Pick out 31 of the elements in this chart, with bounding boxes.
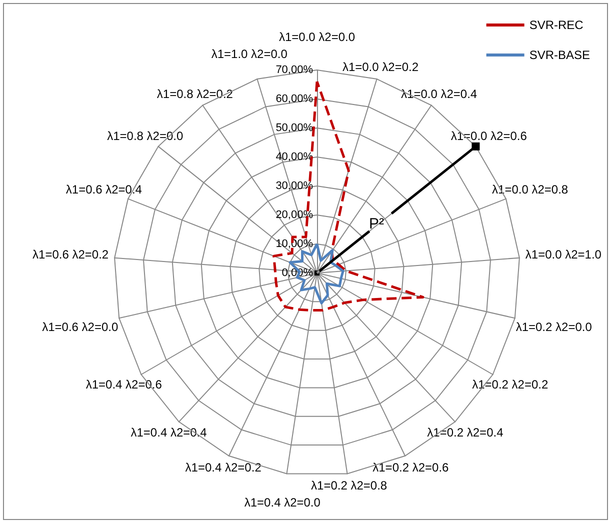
y-tick-label: 20,00% [276,209,314,221]
spoke-label: λ1=0.6 λ2=0.4 [66,182,142,196]
spoke-label: λ1=0.0 λ2=1.0 [525,248,602,262]
spoke-label: λ1=0.4 λ2=0.6 [86,378,162,392]
spoke-label: λ1=0.2 λ2=0.4 [427,426,504,440]
spoke-label: λ1=0.4 λ2=0.2 [185,460,262,474]
text: P² [368,215,384,232]
y-tick-label: 30,00% [276,180,314,192]
spoke-label: λ1=0.6 λ2=0.2 [32,248,109,262]
y-tick-label: 10,00% [276,238,314,250]
spoke-label: λ1=0.0 λ2=0.6 [450,128,528,143]
spoke-label: λ1=0.2 λ2=0.0 [516,320,592,334]
spoke-label: λ1=0.2 λ2=0.8 [311,478,388,493]
y-tick-label: 70,00% [276,64,314,76]
spoke-label: λ1=1.0 λ2=0.0 [211,46,288,61]
y-tick-label: 60,00% [276,93,314,105]
spoke-label: λ1=0.6 λ2=0.0 [42,320,118,334]
spoke-label: λ1=0.2 λ2=0.2 [472,378,548,392]
spoke-label: λ1=0.0 λ2=0.2 [342,60,419,74]
spoke-label: λ1=0.0 λ2=0.4 [401,86,478,101]
legend-label: SVR-REC [529,18,584,32]
y-tick-label: 40,00% [276,151,314,163]
legend-label: SVR-BASE [529,48,590,62]
spoke-label: λ1=0.0 λ2=0.8 [492,182,568,196]
spoke-label: λ1=0.8 λ2=0.0 [107,128,184,143]
spoke-label: λ1=0.0 λ2=0.0 [278,30,356,44]
spoke-label: λ1=0.8 λ2=0.2 [156,86,234,101]
spoke-label: λ1=0.4 λ2=0.0 [244,496,321,510]
spoke-label: λ1=0.4 λ2=0.4 [130,426,208,440]
spoke-label: λ1=0.2 λ2=0.6 [372,460,450,474]
y-tick-label: 50,00% [276,122,314,134]
